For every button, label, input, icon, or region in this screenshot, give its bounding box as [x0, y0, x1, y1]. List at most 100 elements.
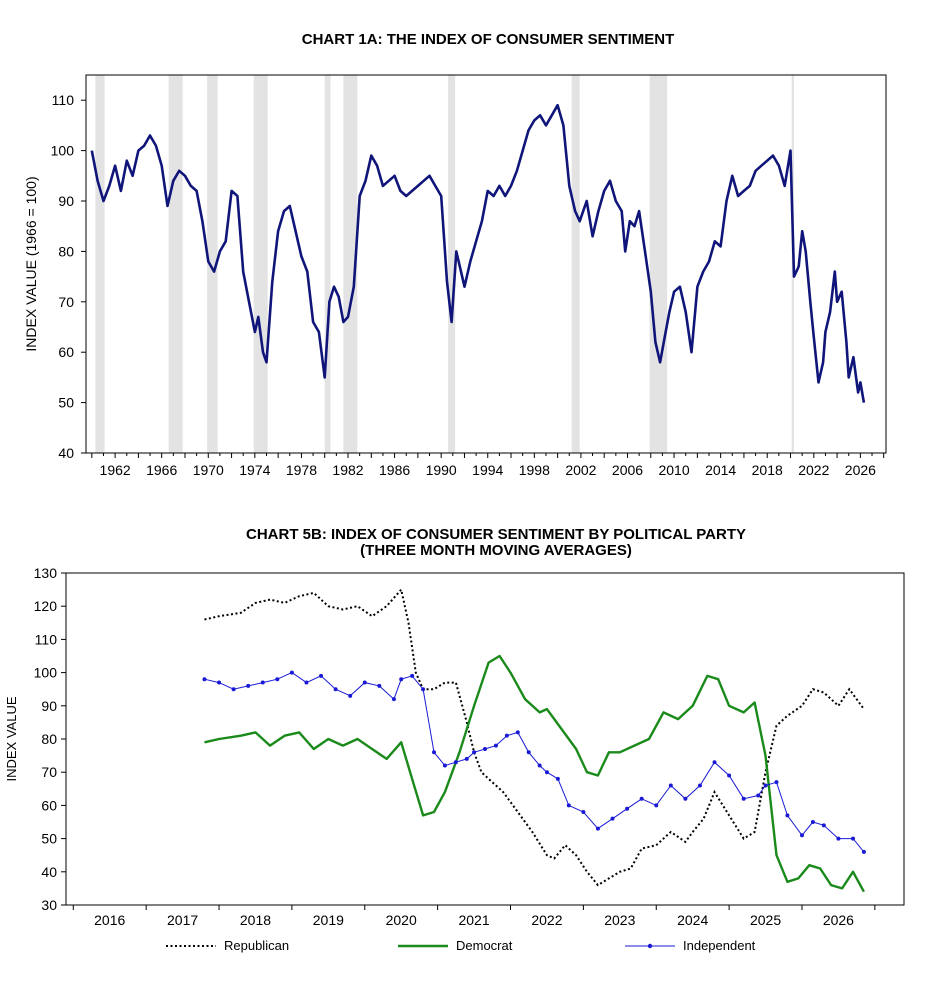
independent-point	[712, 760, 717, 765]
recession-band	[207, 75, 218, 453]
independent-point	[850, 836, 855, 841]
chart-5b-subtitle: (THREE MONTH MOVING AVERAGES)	[360, 542, 632, 559]
independent-point	[555, 776, 560, 781]
independent-point	[639, 796, 644, 801]
chart-5b-legend: Republican Democrat Independent	[166, 938, 756, 953]
legend-marker-independent	[647, 943, 653, 949]
independent-point	[526, 750, 531, 755]
x-tick-label: 2014	[705, 462, 736, 478]
independent-point	[260, 680, 265, 685]
independent-point	[453, 760, 458, 765]
x-tick-label: 2006	[612, 462, 643, 478]
independent-point	[727, 773, 732, 778]
x-tick-label: 2002	[565, 462, 596, 478]
y-tick-label: 40	[58, 445, 74, 461]
x-tick-label: 2019	[313, 912, 344, 928]
chart-1a-x-axis: 1962 1966 1970 1974 1978 1982 1986 1990 1994 1998…	[91, 453, 885, 478]
chart-1a-y-axis: 40 50 60 70 80 90 100 110	[51, 92, 86, 461]
x-tick-label: 1970	[193, 462, 224, 478]
legend-label-republican: Republican	[224, 938, 289, 953]
y-tick-label: 60	[58, 344, 74, 360]
x-tick-label: 1962	[100, 462, 131, 478]
y-tick-label: 100	[51, 143, 75, 159]
x-tick-label: 1966	[146, 462, 177, 478]
chart-5b-plot-frame	[65, 572, 905, 906]
independent-point	[756, 793, 761, 798]
independent-point	[304, 680, 309, 685]
independent-point	[504, 733, 509, 738]
independent-point	[821, 823, 826, 828]
recession-band	[649, 75, 668, 453]
independent-point	[566, 803, 571, 808]
independent-point	[595, 826, 600, 831]
independent-point	[810, 820, 815, 824]
independent-point	[668, 783, 673, 788]
independent-point	[391, 697, 396, 702]
x-tick-label: 2023	[604, 912, 635, 928]
independent-point	[399, 677, 404, 682]
recession-band	[324, 75, 331, 453]
y-tick-label: 80	[58, 243, 74, 259]
independent-point	[625, 806, 630, 811]
chart-5b-y-axis-label: INDEX VALUE	[4, 696, 19, 781]
x-tick-label: 1978	[286, 462, 317, 478]
independent-point	[483, 746, 487, 751]
independent-point	[472, 750, 477, 755]
independent-point	[774, 780, 779, 785]
independent-point	[202, 677, 207, 682]
independent-point	[836, 836, 841, 841]
y-tick-label: 60	[41, 797, 57, 813]
independent-point	[544, 770, 549, 775]
independent-point	[377, 683, 382, 688]
independent-point	[537, 763, 542, 768]
independent-point	[610, 816, 615, 821]
chart-5b-x-axis: 2016 2017 2018 2019 2020 2021 2022 2023 2024 2025…	[72, 905, 876, 928]
x-tick-label: 2026	[845, 462, 876, 478]
independent-point	[464, 756, 469, 761]
chart-5b-title: CHART 5B: INDEX OF CONSUMER SENTIMENT BY…	[246, 526, 746, 543]
x-tick-label: 2026	[823, 912, 854, 928]
y-tick-label: 110	[35, 631, 58, 647]
independent-point	[246, 683, 251, 688]
independent-point	[741, 796, 746, 801]
legend-label-independent: Independent	[683, 938, 756, 953]
recession-band	[253, 75, 268, 453]
independent-point	[785, 813, 790, 818]
chart-5b-y-axis: 30 40 50 60 70 80 90 100 110 120 130	[34, 565, 66, 913]
independent-point	[348, 693, 353, 698]
republican-line	[204, 587, 865, 887]
independent-point	[217, 680, 222, 685]
independent-point	[431, 750, 436, 755]
x-tick-label: 1974	[239, 462, 270, 478]
independent-point	[861, 849, 866, 854]
y-tick-label: 80	[41, 731, 57, 747]
sentiment-line	[90, 103, 866, 403]
independent-point	[683, 796, 688, 801]
y-tick-label: 70	[58, 294, 74, 310]
recession-band	[168, 75, 183, 453]
x-tick-label: 2010	[658, 462, 689, 478]
recession-band	[343, 75, 358, 453]
independent-point	[442, 763, 447, 768]
recession-band	[95, 75, 105, 453]
chart-1a: CHART 1A: THE INDEX OF CONSUMER SENTIMEN…	[23, 31, 887, 478]
independent-point	[763, 783, 768, 788]
y-tick-label: 110	[52, 92, 75, 108]
chart-1a-y-axis-label: INDEX VALUE (1966 = 100)	[23, 176, 39, 351]
x-tick-label: 2018	[752, 462, 783, 478]
x-tick-label: 2018	[240, 912, 271, 928]
independent-point	[231, 687, 236, 692]
independent-point	[799, 833, 804, 838]
independent-point	[515, 730, 520, 735]
x-tick-label: 1998	[519, 462, 550, 478]
independent-point	[319, 673, 324, 678]
chart-1a-title: CHART 1A: THE INDEX OF CONSUMER SENTIMEN…	[302, 31, 675, 48]
y-tick-label: 90	[41, 698, 57, 714]
chart-5b: CHART 5B: INDEX OF CONSUMER SENTIMENT BY…	[4, 526, 905, 953]
independent-point	[421, 687, 426, 692]
independent-point	[362, 680, 367, 685]
x-tick-label: 2025	[750, 912, 781, 928]
y-tick-label: 90	[58, 193, 74, 209]
y-tick-label: 100	[34, 665, 58, 681]
